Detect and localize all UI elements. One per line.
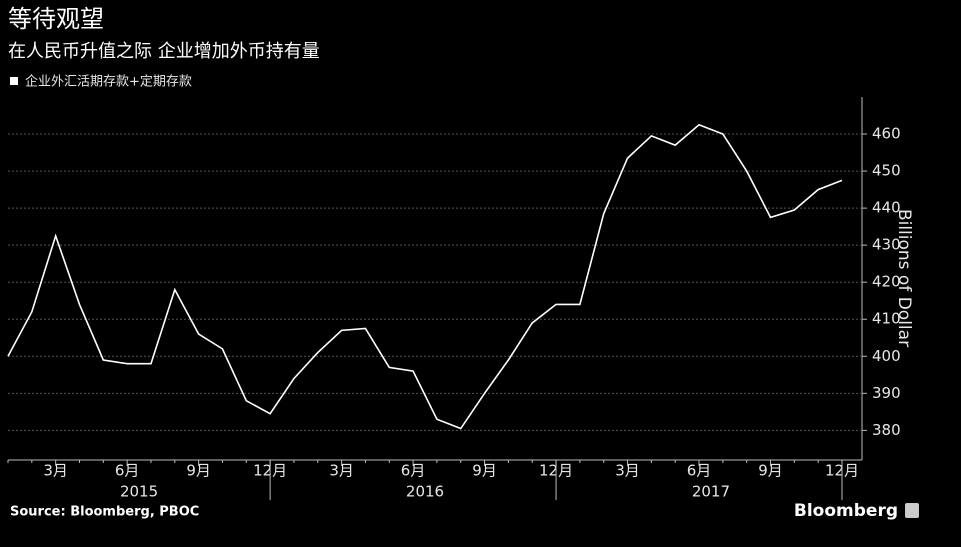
y-tick-label: 400 — [872, 347, 901, 365]
x-tick-label: 9月 — [472, 462, 497, 480]
x-tick-label: 3月 — [329, 462, 354, 480]
legend-label: 企业外汇活期存款+定期存款 — [25, 74, 192, 90]
y-tick-label: 460 — [872, 125, 901, 143]
y-tick-label: 450 — [872, 162, 901, 180]
chart-subtitle: 在人民币升值之际 企业增加外币持有量 — [8, 41, 320, 62]
x-tick-label: 3月 — [615, 462, 640, 480]
year-label: 2016 — [406, 483, 444, 501]
y-tick-label: 410 — [872, 310, 901, 328]
y-tick-label: 430 — [872, 236, 901, 254]
year-label: 2015 — [120, 483, 158, 501]
x-tick-label: 3月 — [43, 462, 68, 480]
chart-title: 等待观望 — [8, 5, 104, 33]
source: Source: Bloomberg, PBOC — [10, 505, 199, 520]
x-tick-label: 9月 — [758, 462, 783, 480]
legend-swatch — [10, 77, 18, 85]
y-tick-label: 380 — [872, 421, 901, 439]
x-tick-label: 6月 — [401, 462, 426, 480]
x-tick-label: 6月 — [687, 462, 712, 480]
x-tick-label: 6月 — [115, 462, 140, 480]
brand: Bloomberg — [794, 501, 898, 521]
x-tick-label: 9月 — [186, 462, 211, 480]
data-line — [7, 123, 843, 430]
y-tick-label: 390 — [872, 384, 901, 402]
y-tick-label: 440 — [872, 199, 901, 217]
year-label: 2017 — [692, 483, 730, 501]
y-axis-label: Billions of Dollar — [894, 209, 914, 347]
brand-icon — [905, 503, 919, 518]
y-tick-label: 420 — [872, 273, 901, 291]
